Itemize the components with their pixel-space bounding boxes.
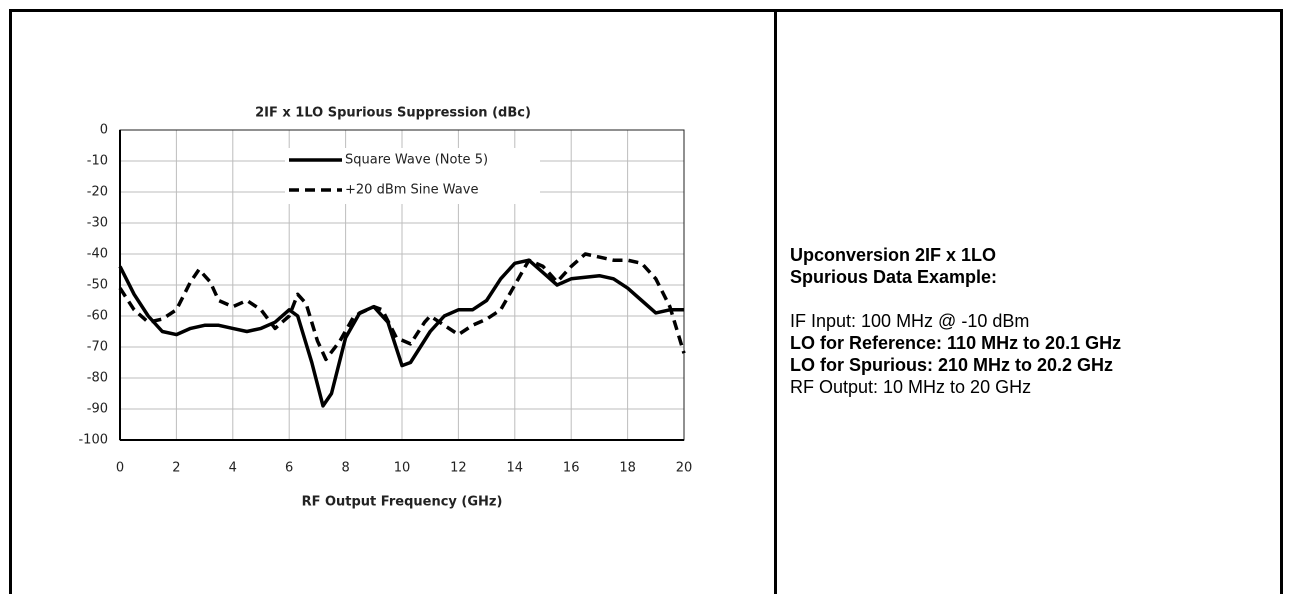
y-tick-label: -10: [87, 154, 108, 169]
notes-heading: Upconversion 2IF x 1LO: [790, 245, 997, 265]
y-tick-label: -20: [87, 185, 108, 200]
chart: 2IF x 1LO Spurious Suppression (dBc) RF …: [78, 106, 693, 510]
y-tick-label: -50: [87, 278, 108, 293]
x-tick-label: 8: [341, 461, 349, 476]
border-divider: [774, 9, 777, 594]
chart-title: 2IF x 1LO Spurious Suppression (dBc): [255, 106, 531, 121]
x-tick-label: 2: [172, 461, 180, 476]
legend-box: [285, 148, 540, 204]
x-tick-label: 14: [507, 461, 524, 476]
y-tick-label: -60: [87, 309, 108, 324]
x-tick-label: 20: [676, 461, 693, 476]
notes-heading: Spurious Data Example:: [790, 267, 998, 287]
x-tick-label: 18: [619, 461, 636, 476]
notes-line: IF Input: 100 MHz @ -10 dBm: [790, 311, 1030, 331]
y-tick-label: -40: [87, 247, 108, 262]
legend-label: Square Wave (Note 5): [345, 153, 488, 168]
notes-line: LO for Spurious: 210 MHz to 20.2 GHz: [790, 355, 1114, 375]
x-tick-label: 4: [229, 461, 237, 476]
x-tick-label: 16: [563, 461, 580, 476]
y-tick-label: 0: [100, 123, 108, 138]
x-tick-label: 6: [285, 461, 293, 476]
x-tick-label: 12: [450, 461, 467, 476]
y-tick-label: -80: [87, 371, 108, 386]
border-right: [1280, 9, 1283, 594]
border-top: [9, 9, 1283, 12]
legend-label: +20 dBm Sine Wave: [345, 183, 478, 198]
notes-line: RF Output: 10 MHz to 20 GHz: [790, 377, 1032, 397]
notes: Upconversion 2IF x 1LO Spurious Data Exa…: [790, 244, 1121, 398]
border-left: [9, 9, 12, 594]
y-tick-label: -70: [87, 340, 108, 355]
y-tick-label: -100: [78, 433, 108, 448]
series-line: [118, 252, 686, 362]
y-tick-label: -90: [87, 402, 108, 417]
x-axis-label: RF Output Frequency (GHz): [302, 495, 503, 510]
notes-line: LO for Reference: 110 MHz to 20.1 GHz: [790, 333, 1122, 353]
x-tick-label: 0: [116, 461, 124, 476]
x-tick-label: 10: [394, 461, 411, 476]
y-tick-label: -30: [87, 216, 108, 231]
